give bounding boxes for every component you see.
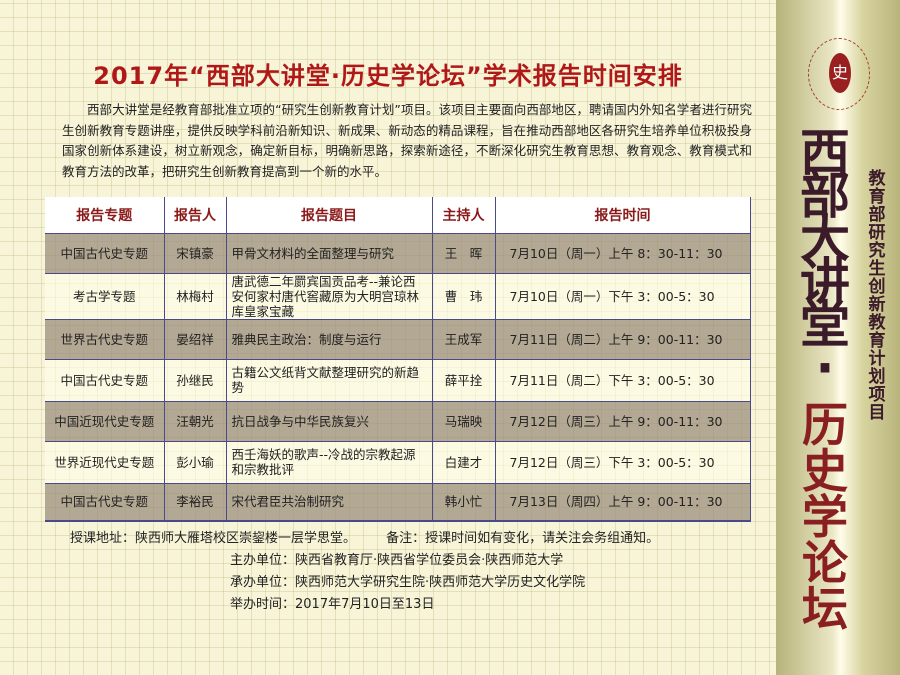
title-cell: 西壬海妖的歌声--冷战的宗教起源和宗教批评 xyxy=(226,440,433,483)
column-header: 报告时间 xyxy=(495,197,751,233)
table-header-row: 报告专题 报告人 报告题目 主持人 报告时间 xyxy=(45,197,751,233)
column-header: 报告人 xyxy=(164,197,227,233)
topic-cell: 中国古代史专题 xyxy=(45,482,165,521)
schedule-table: 报告专题 报告人 报告题目 主持人 报告时间 中国古代史专题 宋镇豪 甲骨文材料的全面整理与… xyxy=(45,197,751,522)
table-row: 世界近现代史专题 彭小瑜 西壬海妖的歌声--冷战的宗教起源和宗教批评 白建才 7月12日… xyxy=(45,440,751,483)
schedule-and-footer: 报告专题 报告人 报告题目 主持人 报告时间 中国古代史专题 宋镇豪 甲骨文材料的全面整理与… xyxy=(45,197,751,614)
topic-cell: 考古学专题 xyxy=(45,272,165,319)
title-cell: 雅典民主政治：制度与运行 xyxy=(226,318,433,359)
table-row: 考古学专题 林梅村 唐武德二年罽宾国贡品考--兼论西安何家村唐代窖藏原为大明宫琼林库… xyxy=(45,272,751,319)
title-cell: 宋代君臣共治制研究 xyxy=(226,482,433,521)
speaker-cell: 汪朝光 xyxy=(164,400,227,441)
table-row: 世界古代史专题 晏绍祥 雅典民主政治：制度与运行 王成军 7月11日（周二）上午 9：0… xyxy=(45,318,751,359)
host-cell: 韩小忙 xyxy=(432,482,496,521)
topic-cell: 中国近现代史专题 xyxy=(45,400,165,441)
host-cell: 王成军 xyxy=(432,318,496,359)
time-cell: 7月12日（周三）上午 9：00-11：30 xyxy=(495,400,751,441)
banner-title-2: 历史学论坛 xyxy=(802,398,848,636)
speaker-cell: 宋镇豪 xyxy=(164,232,227,273)
column-header: 主持人 xyxy=(432,197,496,233)
time-cell: 7月10日（周一）下午 3：00-5：30 xyxy=(495,272,751,319)
column-header: 报告题目 xyxy=(226,197,433,233)
time-cell: 7月13日（周四）上午 9：00-11：30 xyxy=(495,482,751,521)
topic-cell: 世界近现代史专题 xyxy=(45,440,165,483)
host-cell: 曹 玮 xyxy=(432,272,496,319)
speaker-cell: 晏绍祥 xyxy=(164,318,227,359)
speaker-cell: 李裕民 xyxy=(164,482,227,521)
column-header: 报告专题 xyxy=(45,197,165,233)
speaker-cell: 彭小瑜 xyxy=(164,440,227,483)
intro-paragraph: 西部大讲堂是经教育部批准立项的“研究生创新教育计划”项目。该项目主要面向西部地区… xyxy=(62,102,752,179)
title-cell: 抗日战争与中华民族复兴 xyxy=(226,400,433,441)
table-row: 中国近现代史专题 汪朝光 抗日战争与中华民族复兴 马瑞映 7月12日（周三）上午 9：0… xyxy=(45,400,751,441)
speaker-cell: 孙继民 xyxy=(164,358,227,401)
title-cell: 甲骨文材料的全面整理与研究 xyxy=(226,232,433,273)
time-cell: 7月10日（周一）上午 8：30-11：30 xyxy=(495,232,751,273)
seal-logo: 史 xyxy=(808,38,870,110)
footer-notes: 授课地址：陕西师大雁塔校区崇鋆楼一层学思堂。 备注：授课时间如有变化，请关注会务… xyxy=(70,530,750,548)
side-banner xyxy=(776,0,900,675)
topic-cell: 世界古代史专题 xyxy=(45,318,165,359)
table-row: 中国古代史专题 孙继民 古籍公文纸背文献整理研究的新趋势 薛平拴 7月11日（周二）下午… xyxy=(45,358,751,401)
organizer-units: 承办单位：陕西师范大学研究生院·陕西师范大学历史文化学院 xyxy=(230,575,586,590)
time-cell: 7月11日（周二）下午 3：00-5：30 xyxy=(495,358,751,401)
host-cell: 王 晖 xyxy=(432,232,496,273)
poster-main: 2017年“西部大讲堂·历史学论坛”学术报告时间安排 西部大讲堂是经教育部批准立… xyxy=(0,0,776,675)
time-cell: 7月11日（周二）上午 9：00-11：30 xyxy=(495,318,751,359)
banner-subtitle: 教育部研究生创新教育计划项目 xyxy=(868,169,886,423)
event-dates: 举办时间：2017年7月10日至13日 xyxy=(230,597,435,612)
venue-address: 授课地址：陕西师大雁塔校区崇鋆楼一层学思堂。 xyxy=(70,531,357,546)
host-cell: 薛平拴 xyxy=(432,358,496,401)
remark: 备注：授课时间如有变化，请关注会务组通知。 xyxy=(386,531,660,546)
banner-title-1: 西部大讲堂· xyxy=(800,124,850,397)
poster-title: 2017年“西部大讲堂·历史学论坛”学术报告时间安排 xyxy=(93,62,683,90)
table-row: 中国古代史专题 李裕民 宋代君臣共治制研究 韩小忙 7月13日（周四）上午 9：00-1… xyxy=(45,482,751,521)
time-cell: 7月12日（周三）下午 3：00-5：30 xyxy=(495,440,751,483)
host-cell: 白建才 xyxy=(432,440,496,483)
topic-cell: 中国古代史专题 xyxy=(45,358,165,401)
title-cell: 古籍公文纸背文献整理研究的新趋势 xyxy=(226,358,433,401)
host-units: 主办单位：陕西省教育厅·陕西省学位委员会·陕西师范大学 xyxy=(230,553,564,568)
table-row: 中国古代史专题 宋镇豪 甲骨文材料的全面整理与研究王 晖 7月10日（周一）上午 8：… xyxy=(45,232,751,273)
topic-cell: 中国古代史专题 xyxy=(45,232,165,273)
speaker-cell: 林梅村 xyxy=(164,272,227,319)
title-cell: 唐武德二年罽宾国贡品考--兼论西安何家村唐代窖藏原为大明宫琼林库皇家宝藏 xyxy=(226,272,433,319)
host-cell: 马瑞映 xyxy=(432,400,496,441)
